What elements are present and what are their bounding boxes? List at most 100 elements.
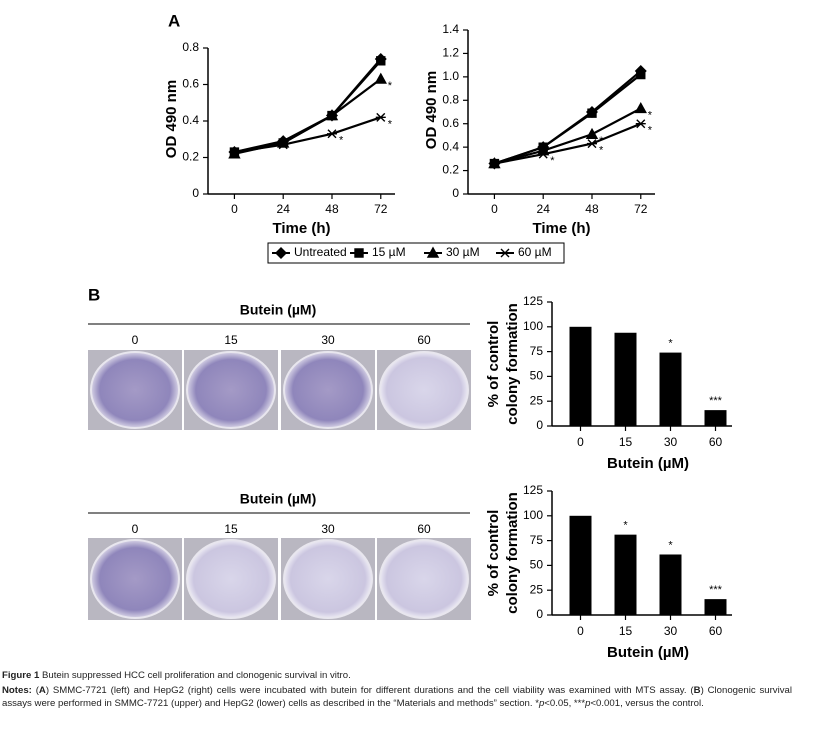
panel-label: B bbox=[88, 285, 100, 304]
caption-notes: Notes: (A) SMMC-7721 (left) and HepG2 (r… bbox=[2, 685, 792, 710]
marker bbox=[500, 248, 510, 258]
y-tick-label: 0.8 bbox=[442, 92, 459, 106]
figure: A B 0 0.2 0.4 0.6 0.8 0 24 48 72 Time (h) OD 490 n… bbox=[88, 11, 732, 661]
significance: *** bbox=[709, 395, 723, 407]
plate-dish bbox=[379, 539, 469, 619]
y-tick-label: 1.0 bbox=[442, 69, 459, 83]
y-axis-title: colony formation bbox=[504, 492, 521, 614]
marker bbox=[489, 159, 500, 169]
marker bbox=[375, 112, 386, 122]
plate-dish bbox=[186, 539, 276, 619]
plate-label: 0 bbox=[132, 522, 139, 536]
plate-dish bbox=[90, 351, 180, 429]
marker bbox=[586, 139, 597, 149]
y-tick-label: 0.6 bbox=[182, 77, 199, 91]
plate-label: 30 bbox=[321, 522, 335, 536]
significance: * bbox=[339, 135, 344, 147]
bar bbox=[614, 534, 637, 615]
marker bbox=[585, 127, 599, 139]
bar bbox=[659, 352, 682, 426]
marker bbox=[325, 109, 339, 121]
marker bbox=[228, 147, 241, 159]
plate-dish bbox=[283, 539, 373, 619]
x-tick-label: 24 bbox=[537, 202, 551, 216]
marker bbox=[634, 102, 647, 114]
y-tick-label: 0.2 bbox=[182, 150, 199, 164]
marker bbox=[636, 69, 646, 80]
y-tick-label: 0.4 bbox=[182, 113, 199, 127]
plate-dish bbox=[90, 539, 180, 619]
x-axis-title: Butein (µM) bbox=[607, 455, 689, 472]
bar bbox=[704, 599, 727, 615]
plate-dish bbox=[186, 351, 276, 429]
x-axis-title: Butein (µM) bbox=[607, 644, 689, 661]
x-tick-label: 0 bbox=[231, 202, 238, 216]
plate-label: 15 bbox=[224, 333, 238, 347]
legend-label: 15 µM bbox=[372, 245, 406, 259]
marker bbox=[587, 108, 597, 118]
caption-segment: Notes: bbox=[2, 685, 32, 696]
significance: * bbox=[668, 539, 673, 551]
significance: *** bbox=[709, 584, 723, 596]
marker bbox=[326, 129, 337, 139]
legend-label: 30 µM bbox=[446, 245, 480, 259]
x-tick-label: 30 bbox=[664, 624, 678, 638]
marker bbox=[229, 147, 240, 157]
plate-label: 0 bbox=[132, 333, 139, 347]
x-tick-label: 0 bbox=[577, 435, 584, 449]
marker bbox=[275, 247, 287, 259]
bar bbox=[704, 410, 727, 426]
series-line bbox=[494, 73, 642, 165]
x-axis-title: Time (h) bbox=[532, 220, 590, 237]
y-tick-label: 75 bbox=[530, 533, 544, 547]
marker bbox=[538, 149, 549, 159]
plate-label: 60 bbox=[417, 522, 431, 536]
bar bbox=[614, 332, 637, 426]
bar bbox=[569, 515, 592, 615]
caption-segment: <0.05, *** bbox=[544, 697, 586, 709]
x-tick-label: 72 bbox=[374, 202, 388, 216]
caption-segment: B bbox=[693, 685, 701, 696]
caption-segment: A bbox=[38, 685, 46, 696]
marker bbox=[635, 119, 646, 129]
series-line bbox=[234, 78, 382, 155]
x-tick-label: 30 bbox=[664, 435, 678, 449]
significance: * bbox=[388, 80, 393, 92]
series-line bbox=[234, 58, 382, 154]
marker bbox=[374, 72, 387, 84]
y-axis-title: % of control bbox=[485, 321, 502, 408]
plate-title: Butein (µM) bbox=[240, 302, 317, 318]
y-tick-label: 0.2 bbox=[442, 163, 459, 177]
significance: * bbox=[550, 155, 555, 167]
significance: * bbox=[668, 337, 673, 349]
series-line bbox=[494, 107, 642, 165]
x-axis-title: Time (h) bbox=[272, 220, 330, 237]
y-axis-title: colony formation bbox=[504, 303, 521, 425]
marker bbox=[376, 56, 386, 66]
caption-segment: Butein suppressed HCC cell proliferation… bbox=[39, 670, 351, 681]
series-line bbox=[494, 122, 642, 165]
legend-box bbox=[267, 242, 565, 264]
y-tick-label: 50 bbox=[530, 558, 544, 572]
y-tick-label: 0.6 bbox=[442, 116, 459, 130]
plate-title: Butein (µM) bbox=[240, 491, 317, 507]
significance: * bbox=[623, 520, 628, 532]
x-tick-label: 48 bbox=[585, 202, 599, 216]
y-tick-label: 0.8 bbox=[182, 40, 199, 54]
y-axis-title: OD 490 nm bbox=[163, 80, 180, 158]
significance: * bbox=[599, 145, 604, 157]
x-tick-label: 48 bbox=[325, 202, 339, 216]
x-tick-label: 0 bbox=[491, 202, 498, 216]
x-tick-label: 0 bbox=[577, 624, 584, 638]
y-tick-label: 0.4 bbox=[442, 139, 459, 153]
marker bbox=[354, 248, 364, 258]
x-tick-label: 24 bbox=[277, 202, 291, 216]
plate-label: 60 bbox=[417, 333, 431, 347]
significance: * bbox=[388, 118, 393, 130]
series-line bbox=[234, 116, 382, 154]
legend-label: 60 µM bbox=[518, 245, 552, 259]
plate-dish bbox=[283, 351, 373, 429]
x-tick-label: 60 bbox=[709, 624, 723, 638]
marker bbox=[426, 246, 440, 258]
